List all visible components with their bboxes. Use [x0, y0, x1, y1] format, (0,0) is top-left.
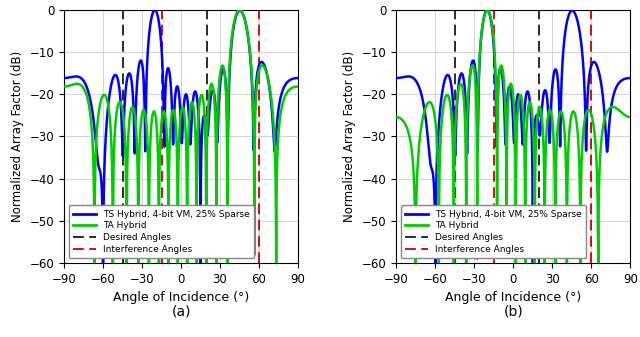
- Legend: TS Hybrid, 4-bit VM, 25% Sparse, TA Hybrid, Desired Angles, Interference Angles: TS Hybrid, 4-bit VM, 25% Sparse, TA Hybr…: [401, 205, 586, 258]
- Text: (b): (b): [504, 305, 524, 319]
- Y-axis label: Normalized Array Factor (dB): Normalized Array Factor (dB): [11, 51, 24, 222]
- X-axis label: Angle of Incidence (°): Angle of Incidence (°): [445, 291, 582, 304]
- X-axis label: Angle of Incidence (°): Angle of Incidence (°): [113, 291, 249, 304]
- Legend: TS Hybrid, 4-bit VM, 25% Sparse, TA Hybrid, Desired Angles, Interference Angles: TS Hybrid, 4-bit VM, 25% Sparse, TA Hybr…: [68, 205, 254, 258]
- Y-axis label: Normalized Array Factor (dB): Normalized Array Factor (dB): [343, 51, 356, 222]
- Text: (a): (a): [172, 305, 191, 319]
